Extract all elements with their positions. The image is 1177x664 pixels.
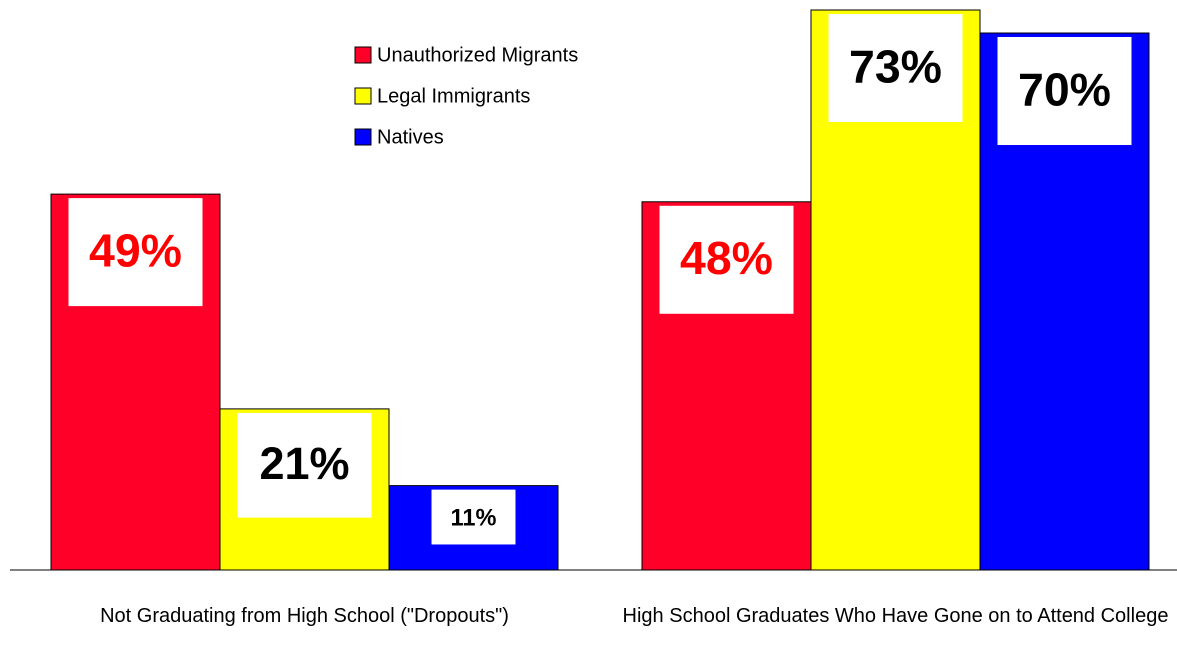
legend-swatch [354, 87, 372, 105]
legend-swatch [354, 128, 372, 146]
legend-label: Unauthorized Migrants [377, 44, 578, 66]
value-label-box [828, 14, 963, 122]
value-label-box [431, 489, 516, 545]
value-label: 11% [451, 504, 497, 530]
value-label: 70% [1018, 63, 1111, 115]
value-label-box [997, 37, 1132, 146]
value-label: 21% [259, 438, 349, 489]
legend-label: Legal Immigrants [377, 85, 530, 107]
value-label-box [68, 198, 203, 307]
legend-swatch [354, 46, 372, 64]
x-tick-label: Not Graduating from High School ("Dropou… [100, 605, 509, 627]
value-label-box [659, 205, 794, 314]
legend-label: Natives [377, 126, 444, 148]
value-label: 73% [849, 40, 942, 92]
x-tick-label: High School Graduates Who Have Gone on t… [622, 605, 1169, 627]
value-label-box [237, 412, 372, 518]
value-label: 49% [89, 224, 182, 276]
value-label: 48% [680, 232, 773, 284]
